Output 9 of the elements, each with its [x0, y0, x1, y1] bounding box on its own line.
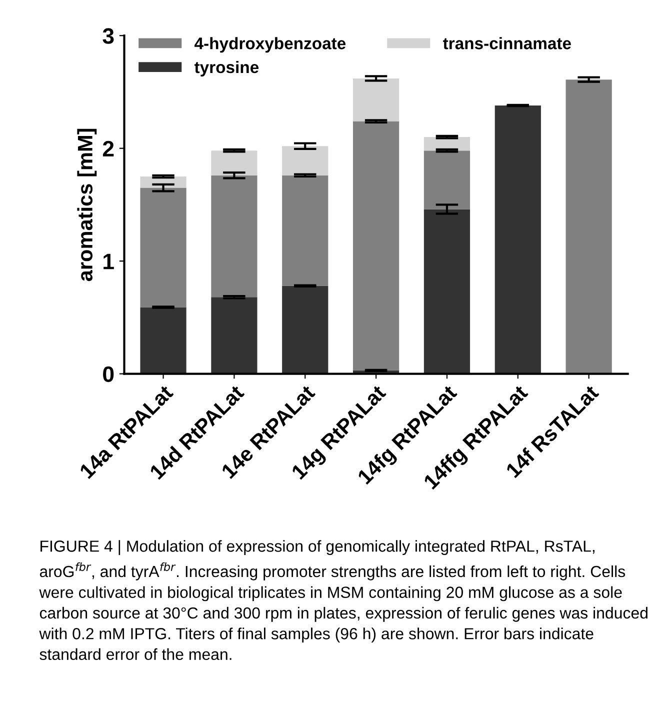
legend-label: tyrosine [194, 60, 259, 76]
y-tick-label: 0 [103, 366, 114, 382]
legend-label: 4-hydroxybenzoate [194, 37, 346, 53]
legend-label: trans-cinnamate [443, 37, 571, 50]
y-tick-label: 1 [104, 254, 114, 270]
text: FIGURE 4 | Modulation of expression of genomically integrated RtPAL, RsTAL, aroG$^{fbr}$, and tyrA$^{fbr}$. Increasing promoter strengths are listed from left to right. Cells were cultivated in biological triplicates in MSM containing 20 mM glucose as a sole carbon source at 30°C and 300 rpm in plates, expression of ferulic genes was induced with 0.2 mM IPTG. Titers of final samples (96 h) are shown. Error bars indicate standard error of the mean. [39, 540, 648, 660]
y-tick-label: 2 [102, 140, 114, 156]
y-tick-label: 3 [102, 28, 114, 44]
y-axis-title: aromatics [mM] [77, 128, 97, 282]
